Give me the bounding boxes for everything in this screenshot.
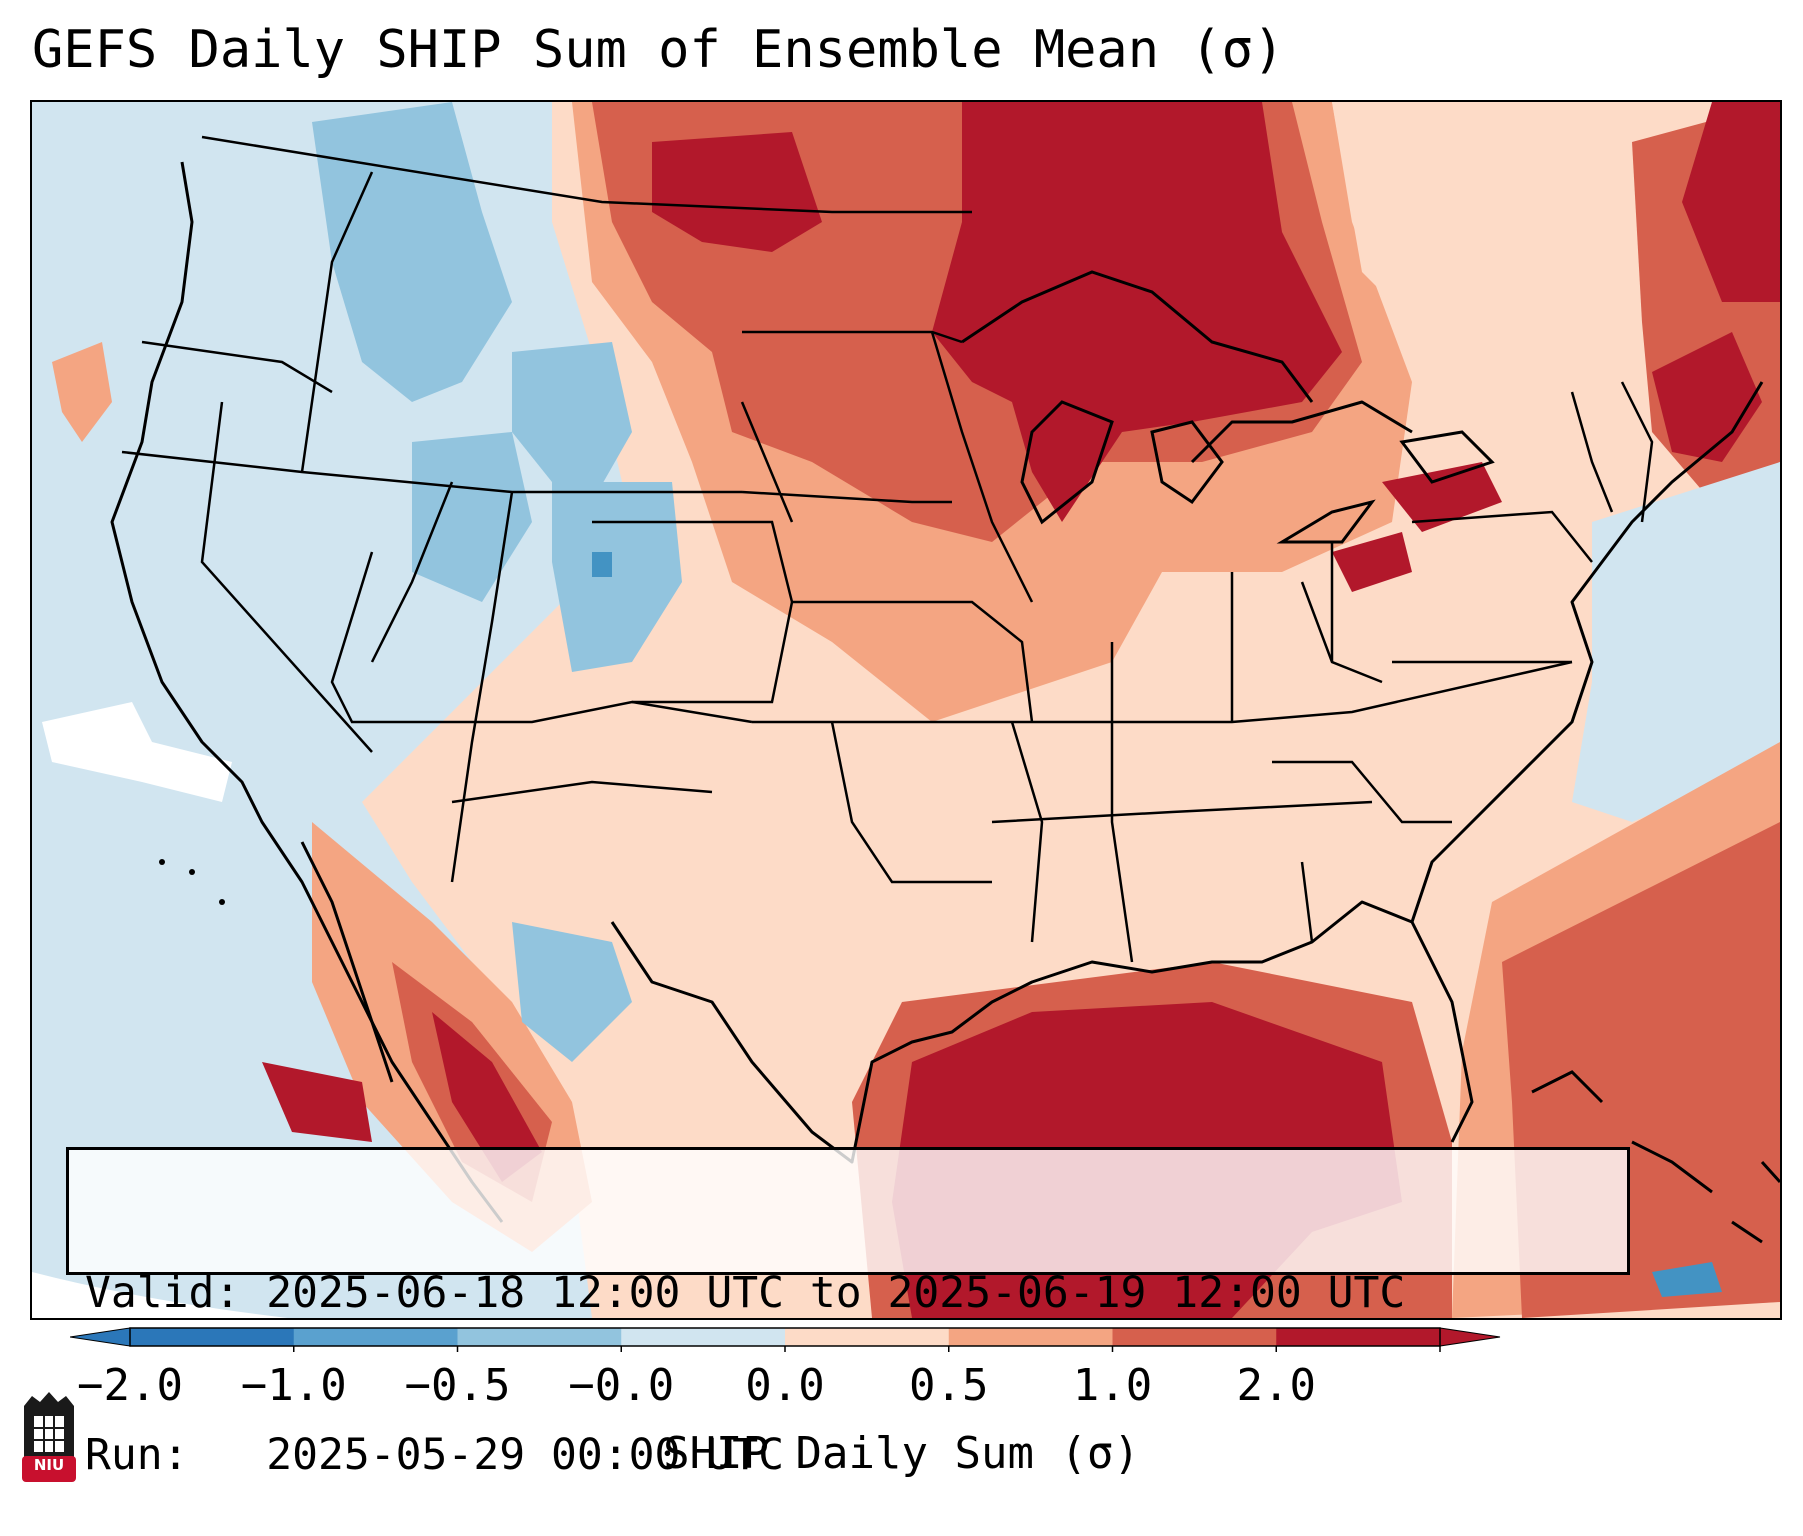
colorbar-tick-label: −0.0 [568,1360,675,1411]
field-atlantic-light [1572,462,1780,822]
field-ontario [1382,462,1502,532]
field-negative-wyoming [512,342,632,502]
coastlines [110,161,1764,1223]
colorbar-segment [293,1328,458,1346]
colorbar-extend-high [1439,1327,1501,1347]
colorbar-segment [457,1328,622,1346]
field-negative-idaho [312,102,512,402]
colorbar-segment [621,1328,786,1346]
colorbar-segment [1112,1328,1277,1346]
colorbar-segment [1276,1328,1441,1346]
state-borders [121,135,1654,963]
colorbar-segment [948,1328,1113,1346]
colorbar-tick-label: −0.5 [404,1360,511,1411]
field-baja-very [262,1062,372,1142]
field-very-positive-dakotas [652,132,822,252]
colorbar-tick-label: 1.0 [1072,1360,1153,1411]
valid-time-text: Valid: 2025-06-18 12:00 UTC to 2025-06-1… [85,1268,1406,1318]
valid-run-info-box: Valid: 2025-06-18 12:00 UTC to 2025-06-1… [66,1147,1630,1480]
field-negative-cuba [1652,1262,1722,1297]
niu-logo-icon: NIU [20,1392,78,1484]
pacific-islands [159,859,225,905]
field-very-positive-lakes [932,102,1342,522]
colorbar-tick-label: −1.0 [240,1360,347,1411]
field-void [42,702,232,802]
colorbar-tick-label: 0.0 [745,1360,825,1411]
colorbar-segment [130,1328,295,1346]
map-title: GEFS Daily SHIP Sum of Ensemble Mean (σ) [32,20,1285,80]
ship-field-map [32,102,1780,1318]
colorbar-label: SHIP Daily Sum (σ) [663,1428,1140,1479]
colorbar-extend-low [70,1327,131,1347]
field-mexico-very [432,1012,542,1182]
field-ne-very [1682,102,1780,302]
field-pacific-pos [52,342,112,442]
map-panel [30,100,1782,1320]
field-negative-mexico [512,922,632,1062]
colorbar [70,1327,1501,1352]
colorbar-tick-label: 2.0 [1236,1360,1316,1411]
niu-logo-text: NIU [33,1456,65,1474]
colorbar-tick-label: 0.5 [909,1360,989,1411]
colorbar-tick-label: −2.0 [77,1360,183,1411]
great-lakes [961,270,1495,544]
caribbean-islands [1531,1070,1780,1244]
field-neg-colorado-dark [592,552,612,577]
run-time-text: Run: 2025-05-29 00:00 UTC [85,1430,784,1480]
colorbar-segment [785,1328,950,1346]
field-negative-colorado [552,482,682,672]
field-erie [1332,532,1412,592]
projection-corner [32,1272,1780,1318]
